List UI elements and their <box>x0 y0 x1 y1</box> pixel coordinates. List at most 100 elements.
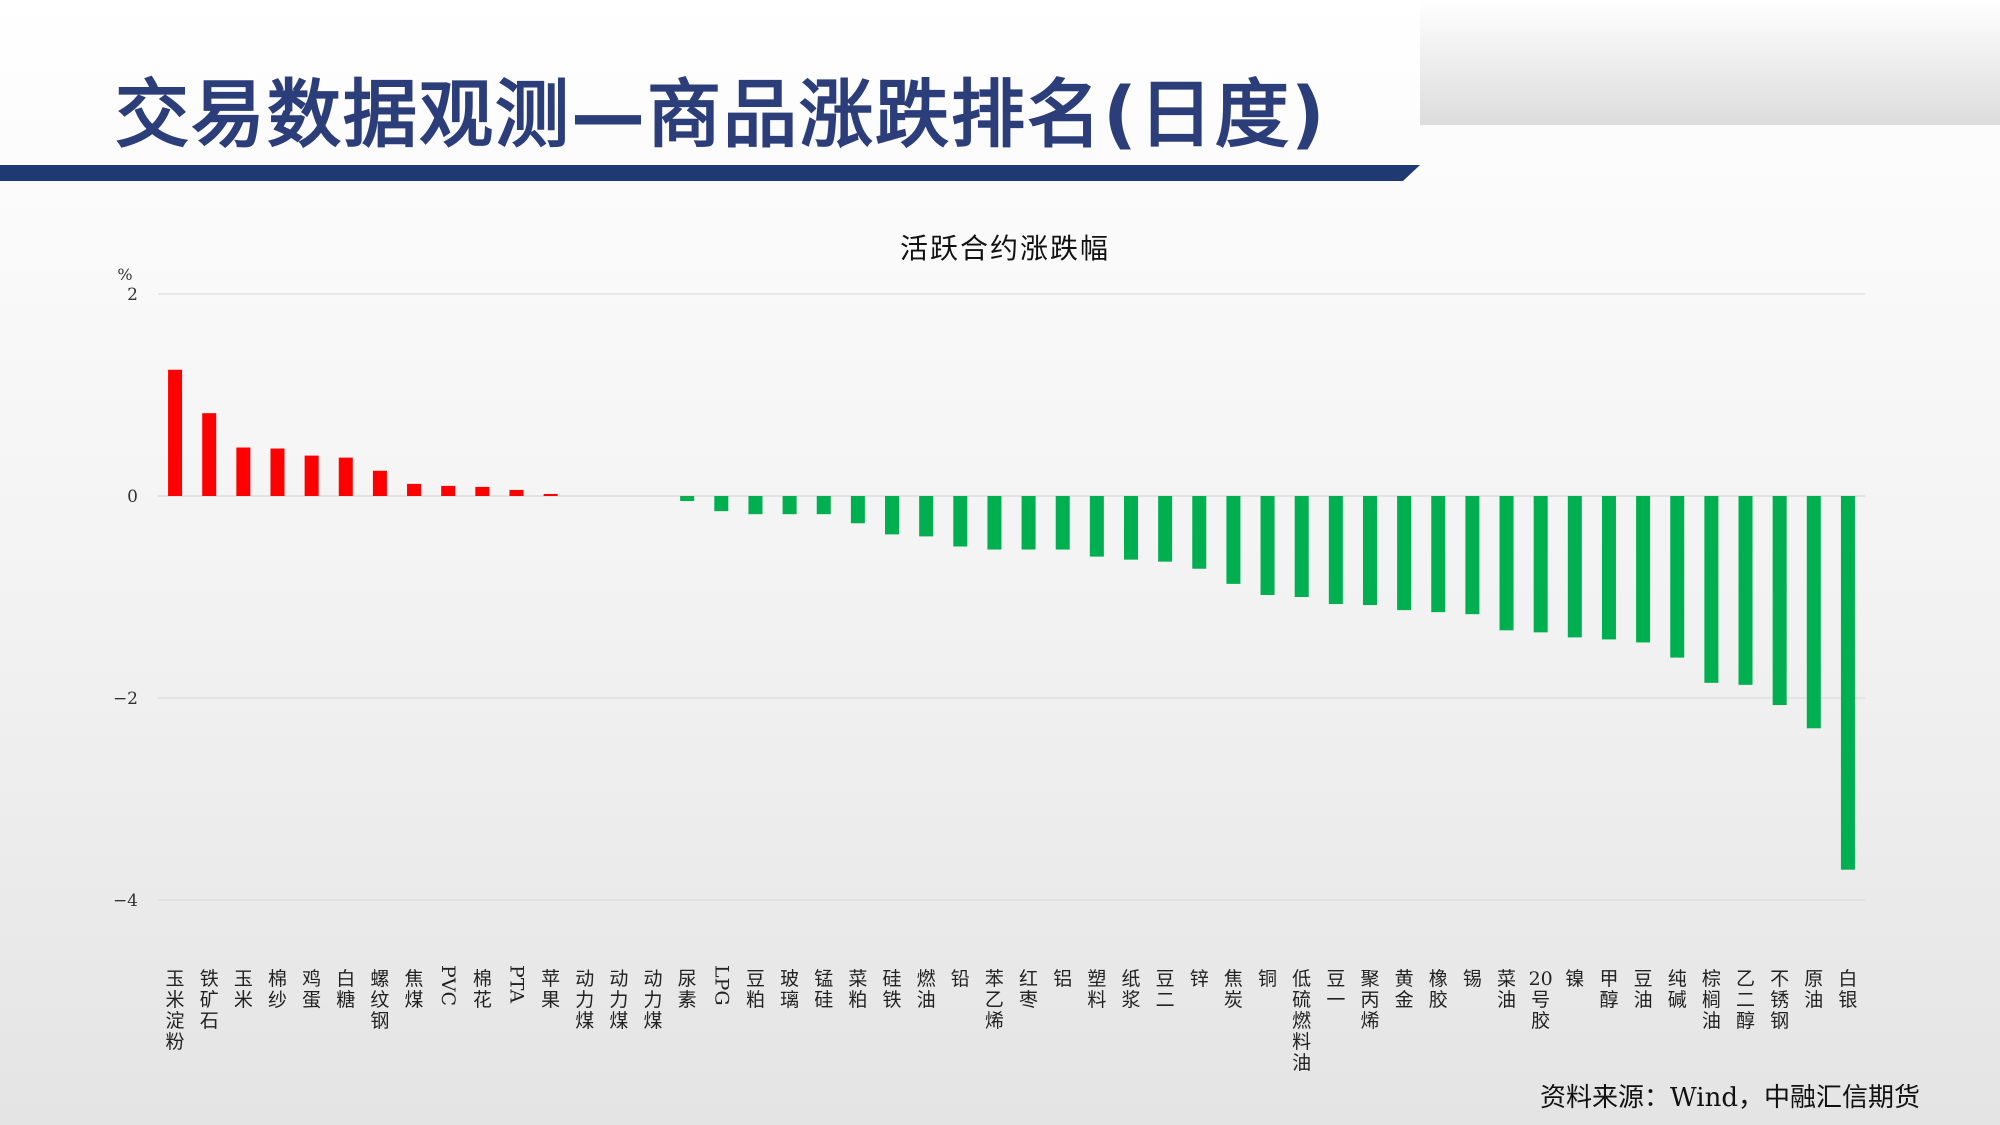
y-axis-unit-label: % <box>117 265 132 284</box>
bar <box>1465 496 1480 615</box>
bar <box>304 455 319 496</box>
bar <box>1601 496 1616 640</box>
bar <box>1499 496 1514 631</box>
chart-title: 活跃合约涨跌幅 <box>900 232 1110 265</box>
bar <box>1738 496 1753 685</box>
bar <box>1123 496 1138 560</box>
x-tick-label: 铅 <box>951 968 970 990</box>
x-tick-label: 聚丙烯 <box>1360 968 1379 1032</box>
x-tick-label: 硅铁 <box>883 968 902 1011</box>
header-decoration <box>1420 0 2000 125</box>
bar <box>1226 496 1241 584</box>
x-tick-label: 棉纱 <box>268 968 287 1011</box>
x-tick-label: 焦煤 <box>405 968 424 1011</box>
x-tick-label: 豆油 <box>1634 968 1653 1011</box>
page-title: 交易数据观测—商品涨跌排名(日度) <box>115 72 1327 158</box>
bar <box>236 447 251 496</box>
x-tick-label: 甲醇 <box>1599 968 1618 1011</box>
bar <box>1294 496 1309 597</box>
x-tick-label: 菜粕 <box>848 968 867 1011</box>
x-tick-label: 黄金 <box>1395 968 1414 1011</box>
bar <box>338 457 353 496</box>
x-tick-label: 橡胶 <box>1429 968 1448 1011</box>
bar <box>1806 496 1821 729</box>
bar <box>1670 496 1685 658</box>
bar <box>748 496 763 515</box>
bar <box>919 496 934 537</box>
bar <box>475 486 490 496</box>
x-tick-label: 动力煤 <box>575 968 594 1032</box>
x-tick-label: 塑料 <box>1087 968 1106 1011</box>
bar <box>1158 496 1173 562</box>
title-underline-band <box>0 165 1420 181</box>
bar <box>168 369 183 496</box>
bar <box>714 496 729 512</box>
source-note: 资料来源：Wind，中融汇信期货 <box>1540 1083 1920 1113</box>
bar <box>1840 496 1855 870</box>
x-tick-label: 苯乙烯 <box>985 968 1004 1032</box>
x-tick-label: 低硫燃料油 <box>1292 968 1311 1074</box>
bar <box>202 413 217 496</box>
bar <box>953 496 968 547</box>
x-tick-label: 玉米淀粉 <box>166 968 185 1053</box>
x-tick-label: 原油 <box>1804 968 1823 1011</box>
bar <box>1397 496 1412 611</box>
x-tick-label: 动力煤 <box>609 968 628 1032</box>
x-tick-label: 尿素 <box>678 968 697 1011</box>
bar <box>1431 496 1446 613</box>
x-tick-label: 纸浆 <box>1121 968 1140 1011</box>
bar <box>782 496 797 515</box>
bar <box>1055 496 1070 550</box>
bar <box>1260 496 1275 595</box>
x-tick-label: 豆一 <box>1326 968 1345 1011</box>
bar <box>1362 496 1377 606</box>
bar <box>850 496 865 524</box>
bar <box>1089 496 1104 557</box>
x-tick-label: 玻璃 <box>780 968 799 1011</box>
x-tick-label: 玉米 <box>234 968 253 1011</box>
x-tick-label: 棕榈油 <box>1702 968 1721 1032</box>
x-tick-label: 白银 <box>1838 968 1857 1011</box>
y-tick-label: −2 <box>113 689 138 709</box>
x-tick-label: 铝 <box>1053 968 1072 990</box>
bar <box>441 485 456 496</box>
bar <box>816 496 831 515</box>
x-tick-label: 苹果 <box>541 968 560 1011</box>
y-tick-label: 2 <box>127 285 138 305</box>
x-tick-label: 菜油 <box>1497 968 1516 1011</box>
x-tick-label: 棉花 <box>473 968 492 1011</box>
x-tick-label: 锰硅 <box>814 968 833 1011</box>
x-tick-label: 焦炭 <box>1224 968 1243 1011</box>
x-tick-label: PVC <box>437 965 459 1006</box>
x-tick-label: 动力煤 <box>644 968 663 1032</box>
x-tick-label: 锌 <box>1190 968 1209 990</box>
x-tick-label: LPG <box>710 965 732 1006</box>
bar <box>543 493 558 496</box>
bar <box>1192 496 1207 569</box>
x-tick-label: 铁矿石 <box>200 968 219 1032</box>
bar <box>1567 496 1582 638</box>
x-tick-label: 红枣 <box>1019 968 1038 1011</box>
x-tick-label: 豆二 <box>1156 968 1175 1011</box>
x-tick-label: 燃油 <box>917 968 936 1011</box>
bar <box>1636 496 1651 643</box>
x-tick-label: PTA <box>505 965 527 1003</box>
x-tick-label: 豆粕 <box>746 968 765 1011</box>
x-tick-label: 20 号胶 <box>1529 968 1553 1032</box>
x-tick-label: 锡 <box>1463 968 1482 990</box>
bar <box>680 496 695 502</box>
bar <box>1704 496 1719 683</box>
bar <box>1533 496 1548 633</box>
bar <box>509 489 524 496</box>
x-tick-label: 不锈钢 <box>1770 968 1789 1032</box>
bar <box>372 470 387 496</box>
bar <box>1021 496 1036 550</box>
bar <box>1772 496 1787 706</box>
x-tick-label: 镍 <box>1565 968 1584 990</box>
bar <box>1328 496 1343 605</box>
header: 交易数据观测—商品涨跌排名(日度) <box>0 0 2000 185</box>
x-tick-label: 乙二醇 <box>1736 968 1755 1032</box>
bar <box>885 496 900 535</box>
bar <box>270 448 285 496</box>
